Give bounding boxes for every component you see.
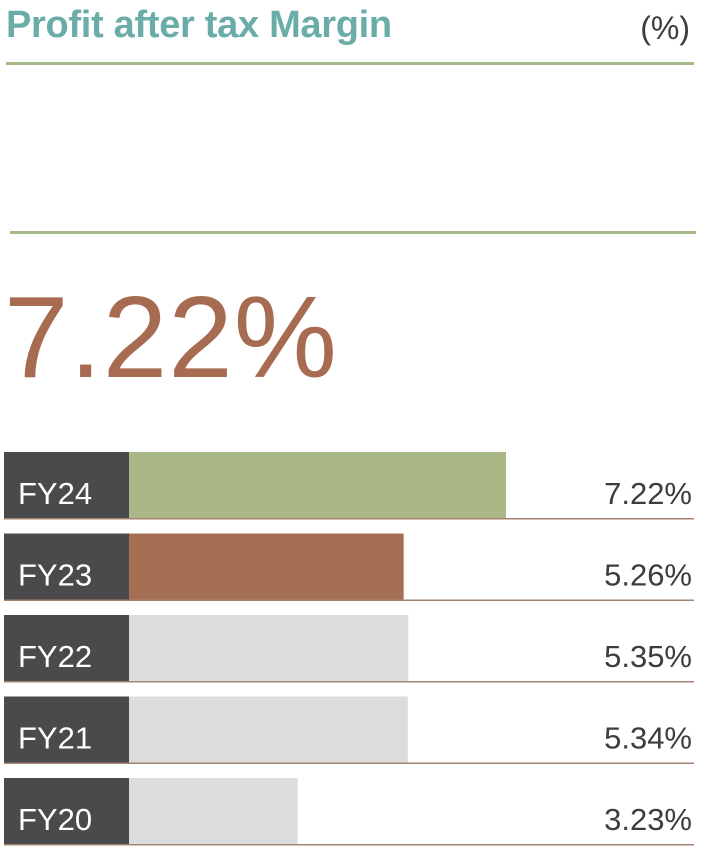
row-baseline-fy22 bbox=[4, 681, 694, 683]
bar-row-fy21: FY21 5.34% bbox=[4, 696, 694, 764]
category-label-fy21: FY21 bbox=[18, 721, 92, 756]
bar-fy23 bbox=[129, 533, 404, 600]
bar-row-fy20: FY20 3.23% bbox=[4, 778, 694, 846]
title-divider bbox=[6, 62, 694, 65]
section-divider bbox=[10, 231, 696, 234]
bar-fy24 bbox=[129, 452, 506, 518]
row-baseline-fy20 bbox=[4, 844, 694, 846]
category-label-bg-fy20 bbox=[4, 778, 129, 844]
category-label-fy20: FY20 bbox=[18, 802, 92, 837]
category-label-fy24: FY24 bbox=[18, 476, 92, 511]
row-baseline-fy24 bbox=[4, 518, 694, 520]
value-label-fy23: 5.26% bbox=[604, 558, 692, 593]
bar-row-fy24: FY24 7.22% bbox=[4, 452, 694, 520]
category-label-fy22: FY22 bbox=[18, 639, 92, 674]
value-label-fy22: 5.35% bbox=[604, 639, 692, 674]
bar-row-fy23: FY23 5.26% bbox=[4, 533, 694, 601]
bar-fy20 bbox=[129, 778, 298, 844]
bar-fy21 bbox=[129, 696, 408, 763]
value-label-fy20: 3.23% bbox=[604, 802, 692, 837]
bar-row-fy22: FY22 5.35% bbox=[4, 615, 694, 683]
chart-title: Profit after tax Margin bbox=[6, 4, 392, 46]
row-baseline-fy23 bbox=[4, 599, 694, 601]
bar-fy22 bbox=[129, 615, 409, 681]
value-label-fy21: 5.34% bbox=[604, 721, 692, 756]
highlight-value: 7.22% bbox=[4, 272, 338, 402]
category-label-bg-fy24 bbox=[4, 452, 129, 518]
category-label-bg-fy21 bbox=[4, 696, 129, 763]
category-label-bg-fy22 bbox=[4, 615, 129, 681]
value-label-fy24: 7.22% bbox=[604, 476, 692, 511]
category-label-fy23: FY23 bbox=[18, 558, 92, 593]
row-baseline-fy21 bbox=[4, 762, 694, 764]
unit-label: (%) bbox=[640, 10, 690, 46]
category-label-bg-fy23 bbox=[4, 533, 129, 600]
